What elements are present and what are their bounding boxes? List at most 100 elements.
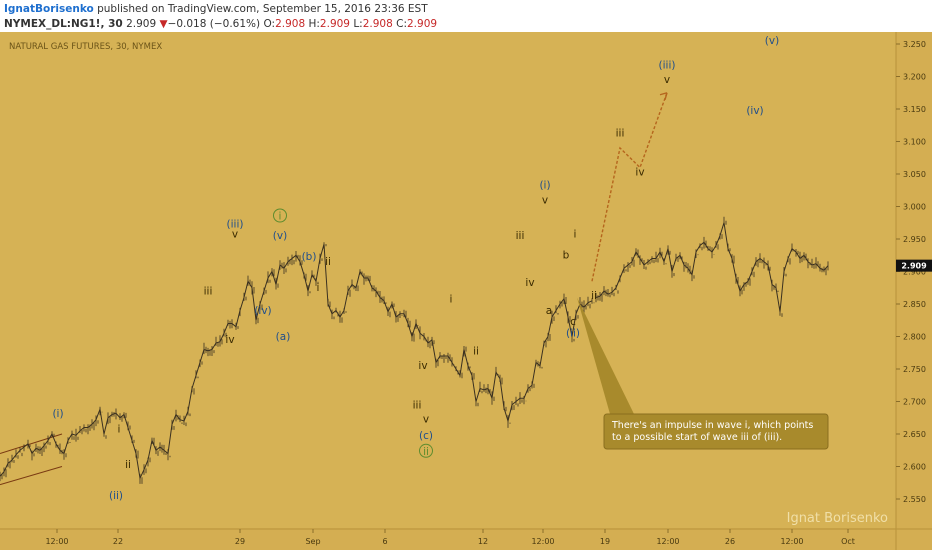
wave-label: ii bbox=[125, 459, 131, 471]
wave-label: (ii) bbox=[109, 490, 123, 502]
price-bars-segment-1 bbox=[0, 242, 595, 484]
high-value: 2.909 bbox=[319, 18, 350, 30]
open-label: O: bbox=[263, 18, 276, 30]
x-tick-label: 19 bbox=[600, 537, 610, 546]
chart-header: IgnatBorisenko published on TradingView.… bbox=[0, 0, 932, 32]
y-tick-label: 2.750 bbox=[903, 365, 926, 374]
close-value: 2.909 bbox=[407, 18, 438, 30]
x-tick-label: 6 bbox=[382, 537, 387, 546]
callout-box bbox=[603, 413, 829, 450]
wave-label: iii bbox=[616, 127, 625, 139]
wave-label: v bbox=[664, 74, 670, 86]
x-tick-label: 29 bbox=[235, 537, 245, 546]
x-tick-label: Oct bbox=[841, 537, 855, 546]
wave-label: iv bbox=[525, 277, 534, 289]
wave-label: i bbox=[279, 211, 282, 223]
callout-text-line: There's an impulse in wave i, which poin… bbox=[611, 420, 813, 431]
wave-label: (a) bbox=[276, 331, 291, 343]
projection-arrowhead bbox=[659, 92, 668, 100]
symbol-info: NYMEX_DL:NG1!, 30 2.909 ▼−0.018 (−0.61%)… bbox=[4, 18, 437, 30]
author-link[interactable]: IgnatBorisenko bbox=[4, 3, 94, 15]
wave-label: iv bbox=[635, 166, 644, 178]
y-tick-label: 2.550 bbox=[903, 495, 926, 504]
wave-label: (i) bbox=[539, 179, 550, 191]
low-value: 2.908 bbox=[362, 18, 393, 30]
last-price: 2.909 bbox=[126, 18, 157, 30]
x-tick-label: 22 bbox=[113, 537, 123, 546]
x-tick-label: 26 bbox=[725, 537, 735, 546]
wave-label: ii bbox=[325, 256, 331, 268]
wave-label: i bbox=[118, 424, 121, 436]
y-tick-label: 3.150 bbox=[903, 105, 926, 114]
last-price-tag-label: 2.909 bbox=[901, 262, 927, 271]
wave-label: ii bbox=[473, 346, 479, 358]
wave-label: (i) bbox=[52, 408, 63, 420]
wave-label: (ii) bbox=[566, 328, 580, 340]
wave-label-circle bbox=[273, 208, 287, 223]
wave-label: v bbox=[423, 413, 429, 425]
wave-label: b bbox=[563, 250, 570, 262]
wave-label: (c) bbox=[419, 430, 433, 442]
y-tick-label: 3.250 bbox=[903, 40, 926, 49]
chart-area[interactable]: 2.550 2.600 2.650 2.700 2.750 2.800 2.850 2.900… bbox=[0, 32, 932, 550]
y-tick-label: 2.600 bbox=[903, 463, 926, 472]
wave-label: i bbox=[574, 229, 577, 241]
publish-info: IgnatBorisenko published on TradingView.… bbox=[4, 3, 428, 15]
wave-label: (iii) bbox=[227, 218, 244, 230]
channel-upper-line bbox=[0, 433, 63, 454]
y-tick-label: 3.200 bbox=[903, 73, 926, 82]
y-tick-label: 2.900 bbox=[903, 268, 926, 277]
x-tick-label: 12:00 bbox=[45, 537, 68, 546]
wave-label: v bbox=[232, 229, 238, 241]
channel-lower-line bbox=[0, 466, 63, 486]
y-tick-label: 2.700 bbox=[903, 398, 926, 407]
open-value: 2.908 bbox=[275, 18, 306, 30]
wave-label: (iii) bbox=[659, 60, 676, 72]
callout-pointer bbox=[577, 297, 634, 414]
wave-label: i bbox=[317, 282, 320, 294]
wave-label: (v) bbox=[765, 35, 779, 47]
wave-label-circle bbox=[419, 443, 433, 458]
price-change: −0.018 (−0.61%) bbox=[167, 18, 261, 30]
wave-label: (b) bbox=[302, 251, 317, 263]
callout-text-line: to a possible start of wave iii of (iii)… bbox=[612, 432, 782, 443]
low-label: L: bbox=[353, 18, 363, 30]
wave-label: iii bbox=[204, 285, 213, 297]
wave-label: iii bbox=[413, 400, 422, 412]
x-tick-label: 12:00 bbox=[656, 537, 679, 546]
symbol-name: NYMEX_DL:NG1!, 30 bbox=[4, 18, 123, 30]
wave-label: iii bbox=[516, 230, 525, 242]
wave-label: (v) bbox=[273, 230, 287, 242]
y-tick-label: 2.950 bbox=[903, 235, 926, 244]
wave-label: ii bbox=[423, 446, 429, 458]
wave-label: (iv) bbox=[746, 105, 763, 117]
wave-label: (iv) bbox=[254, 305, 271, 317]
wave-label: ii bbox=[591, 290, 597, 302]
last-price-tag bbox=[896, 259, 932, 272]
projection-path bbox=[591, 92, 668, 282]
x-tick-label: 12 bbox=[478, 537, 488, 546]
y-tick-label: 3.000 bbox=[903, 203, 926, 212]
published-text: published on TradingView.com, September … bbox=[93, 3, 428, 15]
price-bars-segment-2 bbox=[595, 216, 829, 317]
wave-label: a bbox=[546, 305, 552, 317]
y-tick-label: 3.050 bbox=[903, 170, 926, 179]
y-tick-label: 2.650 bbox=[903, 430, 926, 439]
x-tick-label: Sep bbox=[305, 537, 320, 546]
wave-label: iv bbox=[225, 334, 234, 346]
chart-title: NATURAL GAS FUTURES, 30, NYMEX bbox=[9, 42, 162, 52]
down-arrow-icon: ▼ bbox=[159, 18, 168, 30]
y-tick-label: 2.800 bbox=[903, 333, 926, 342]
x-tick-label: 12:00 bbox=[531, 537, 554, 546]
wave-label: iv bbox=[418, 360, 427, 372]
high-label: H: bbox=[308, 18, 320, 30]
y-tick-label: 2.850 bbox=[903, 300, 926, 309]
price-chart[interactable]: 2.550 2.600 2.650 2.700 2.750 2.800 2.850 2.900… bbox=[0, 32, 932, 550]
wave-label: i bbox=[450, 294, 453, 306]
watermark: Ignat Borisenko bbox=[787, 511, 888, 526]
wave-label: c bbox=[570, 316, 576, 328]
y-tick-label: 3.100 bbox=[903, 138, 926, 147]
wave-label: v bbox=[542, 194, 548, 206]
x-tick-label: 12:00 bbox=[780, 537, 803, 546]
close-label: C: bbox=[396, 18, 407, 30]
